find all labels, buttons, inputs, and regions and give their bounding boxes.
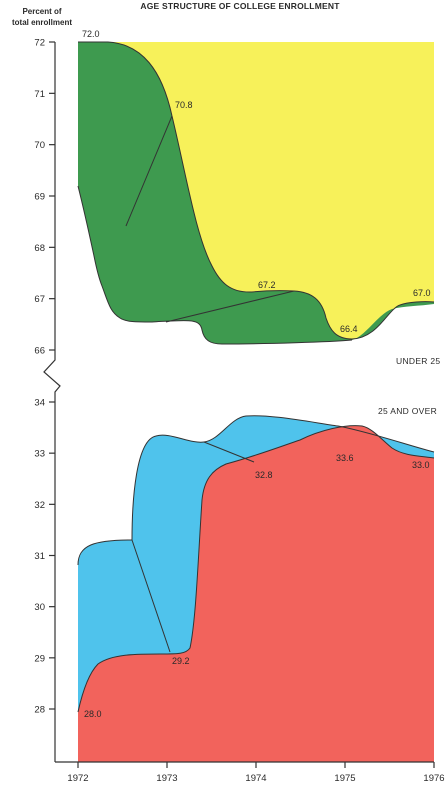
under25-green-band [78, 42, 434, 344]
y-under25-tick-label-72: 72 [34, 38, 45, 49]
y-under25-tick-label-68: 68 [34, 243, 45, 254]
under25-diagonal-2 [165, 290, 295, 323]
data-label-under25-1972: 72.0 [82, 29, 100, 39]
y-over25-tick-label-32: 32 [34, 500, 45, 511]
data-label-over25-1973: 29.2 [172, 656, 190, 666]
y-under25-tick-label-66: 66 [34, 346, 45, 357]
data-label-under25-1974: 67.2 [258, 280, 276, 290]
y-ticks-over25: 28 29 30 31 32 33 34 [34, 398, 55, 716]
over25-lower-edge [77, 425, 435, 713]
panel-label-under25: UNDER 25 [396, 356, 440, 366]
data-label-over25-1972: 28.0 [84, 709, 102, 719]
under25-diagonal-1 [125, 115, 173, 227]
x-tick-label-1973: 1973 [156, 773, 177, 784]
over25-diagonal-2 [203, 441, 255, 463]
under25-yellow-area [78, 42, 434, 339]
y-under25-tick-label-70: 70 [34, 140, 45, 151]
data-label-under25-1976: 67.0 [413, 288, 431, 298]
x-tick-label-1974: 1974 [245, 773, 266, 784]
y-over25-tick-label-30: 30 [34, 602, 45, 613]
y-under25-tick-label-69: 69 [34, 192, 45, 203]
x-tick-label-1976: 1976 [423, 773, 444, 784]
y-under25-tick-label-67: 67 [34, 294, 45, 305]
data-label-under25-1975: 66.4 [340, 324, 358, 334]
x-tick-label-1975: 1975 [334, 773, 355, 784]
chart-title: AGE STRUCTURE OF COLLEGE ENROLLMENT [140, 1, 340, 11]
y-axis-label-line-2: total enrollment [12, 18, 72, 27]
data-label-over25-1976: 33.0 [412, 460, 430, 470]
over25-red-area [78, 425, 434, 762]
y-ticks-under25: 66 67 68 69 70 71 72 [34, 38, 55, 357]
y-over25-tick-label-31: 31 [34, 551, 45, 562]
data-label-over25-1974: 32.8 [255, 470, 273, 480]
over25-diagonal-1 [131, 539, 171, 653]
axis-break-symbol [43, 350, 61, 402]
y-over25-tick-label-34: 34 [34, 398, 45, 409]
x-ticks: 1972 1973 1974 1975 1976 [67, 762, 445, 784]
y-over25-tick-label-28: 28 [34, 705, 45, 716]
y-over25-tick-label-29: 29 [34, 653, 45, 664]
x-tick-label-1972: 1972 [67, 773, 88, 784]
over25-blue-band [78, 415, 434, 712]
panel-label-over25: 25 AND OVER [378, 406, 437, 416]
y-over25-tick-label-33: 33 [34, 449, 45, 460]
data-label-under25-1973: 70.8 [175, 100, 193, 110]
under25-lower-edge [77, 185, 353, 345]
y-under25-tick-label-71: 71 [34, 89, 45, 100]
y-axis-label-line-1: Percent of [22, 7, 61, 16]
data-label-over25-1975: 33.6 [336, 453, 354, 463]
